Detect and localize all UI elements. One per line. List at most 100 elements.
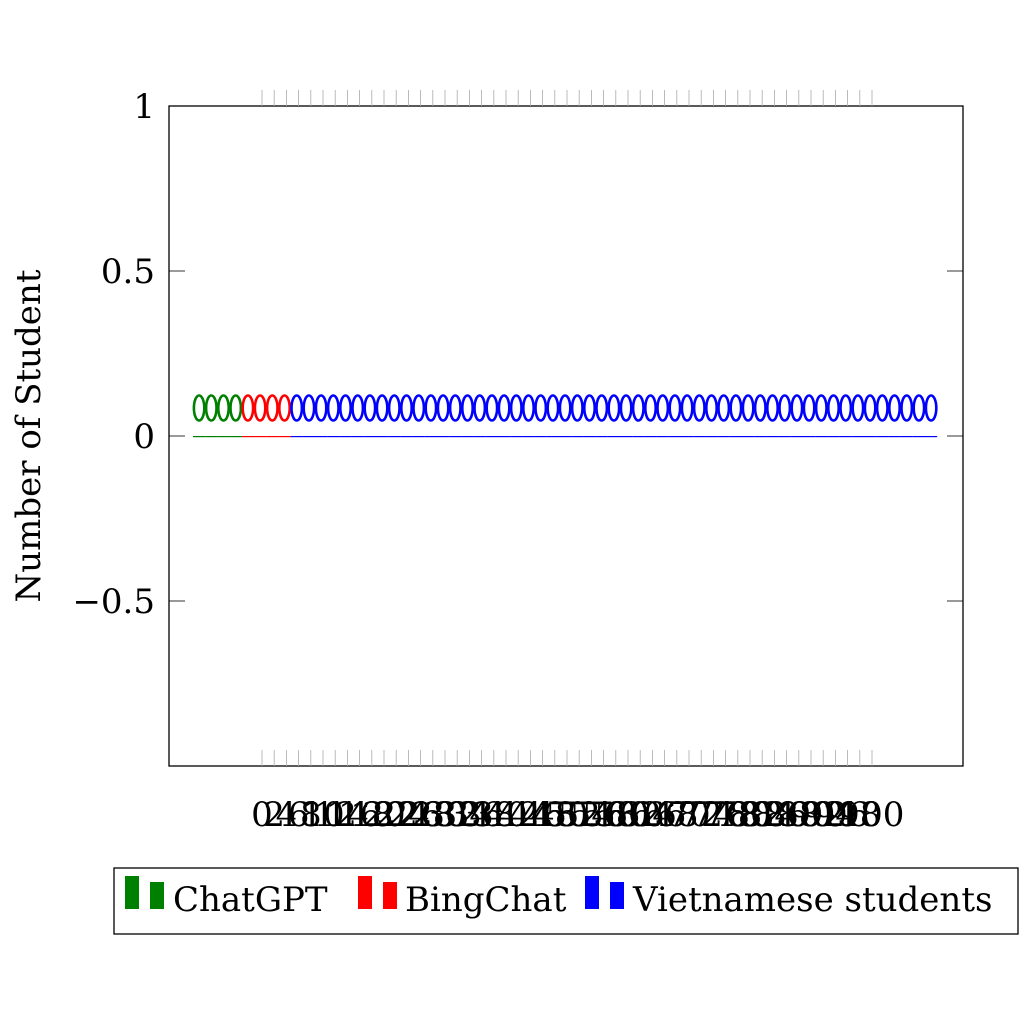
bar xyxy=(534,436,547,438)
bar xyxy=(839,436,852,438)
x-tick-label: 44 xyxy=(509,795,552,835)
bar xyxy=(266,436,279,438)
bar-value-label xyxy=(912,394,926,422)
y-axis: 1 0.5 0 −0.5 xyxy=(72,87,963,622)
bar-value-label xyxy=(802,394,816,422)
bar xyxy=(193,436,206,438)
bar-value-label xyxy=(241,394,255,422)
legend: ChatGPT BingChat Vietnamese students xyxy=(113,867,1019,935)
bar xyxy=(546,436,559,438)
bar-value-label xyxy=(692,394,706,422)
bar-value-label xyxy=(558,394,572,422)
x-tick-label: 98 xyxy=(838,795,881,835)
bar-value-label xyxy=(619,394,633,422)
legend-label-vietnamese-students: Vietnamese students xyxy=(632,880,992,920)
bar xyxy=(522,436,535,438)
x-tick-label: 32 xyxy=(436,795,479,835)
bar-value-label xyxy=(741,394,755,422)
bar-value-label xyxy=(814,394,828,422)
bar-value-label xyxy=(717,394,731,422)
x-tick-label: 60 xyxy=(606,795,649,835)
legend-swatch-bingchat xyxy=(383,882,397,909)
bar-value-label xyxy=(656,394,670,422)
bar-value-label xyxy=(217,394,231,422)
bar xyxy=(925,436,938,438)
y-tick-label: −0.5 xyxy=(72,582,155,622)
legend-entry-vietnamese-students: Vietnamese students xyxy=(585,876,992,920)
bar xyxy=(681,436,694,438)
x-tick-label: 10 xyxy=(301,795,344,835)
bar xyxy=(461,436,474,438)
bar xyxy=(302,436,315,438)
bar xyxy=(632,436,645,438)
legend-swatch-chatgpt xyxy=(150,882,164,909)
bar xyxy=(241,436,254,438)
x-axis: 0246810121416182022242628303234363840424… xyxy=(251,90,904,835)
bar xyxy=(449,436,462,438)
bar xyxy=(412,436,425,438)
y-axis-label: Number of Student xyxy=(9,269,49,602)
x-tick-label: 54 xyxy=(570,795,613,835)
bar xyxy=(254,436,267,438)
x-tick-label: 74 xyxy=(692,795,735,835)
x-tick-label: 78 xyxy=(716,795,759,835)
bar-value-label xyxy=(338,394,352,422)
bar-value-label xyxy=(924,394,938,422)
x-tick-label: 90 xyxy=(789,795,832,835)
bar-value-label xyxy=(546,394,560,422)
legend-frame xyxy=(113,867,1019,935)
x-tick-label: 20 xyxy=(362,795,405,835)
bar-value-label xyxy=(277,394,291,422)
bar xyxy=(790,436,803,438)
x-tick-label: 22 xyxy=(375,795,418,835)
legend-entry-chatgpt: ChatGPT xyxy=(125,876,328,920)
bar xyxy=(498,436,511,438)
bar-value-label xyxy=(363,394,377,422)
bar-value-label xyxy=(326,394,340,422)
bar-value-label xyxy=(351,394,365,422)
x-tick-label: 84 xyxy=(753,795,796,835)
bar xyxy=(766,436,779,438)
bar xyxy=(656,436,669,438)
x-tick-label: 42 xyxy=(497,795,540,835)
bar xyxy=(437,436,450,438)
bar-value-label xyxy=(460,394,474,422)
bar-value-label xyxy=(302,394,316,422)
bar-value-label xyxy=(826,394,840,422)
bar xyxy=(351,436,364,438)
bar xyxy=(217,436,230,438)
y-tick-label: 0.5 xyxy=(101,252,155,292)
x-tick-label: 68 xyxy=(655,795,698,835)
bar xyxy=(644,436,657,438)
legend-label-bingchat: BingChat xyxy=(405,880,567,920)
x-tick-label: 76 xyxy=(704,795,747,835)
x-tick-label: 56 xyxy=(582,795,625,835)
bar-value-label xyxy=(680,394,694,422)
y-tick-label: 1 xyxy=(133,87,155,127)
bar xyxy=(485,436,498,438)
x-tick-label: 6 xyxy=(288,795,310,835)
bar-value-label xyxy=(399,394,413,422)
bar xyxy=(339,436,352,438)
x-tick-label: 92 xyxy=(802,795,845,835)
bar-value-label xyxy=(839,394,853,422)
x-tick-label: 62 xyxy=(619,795,662,835)
bar xyxy=(888,436,901,438)
bar-value-label xyxy=(314,394,328,422)
bar xyxy=(778,436,791,438)
x-tick-label: 96 xyxy=(826,795,869,835)
bar xyxy=(717,436,730,438)
bar xyxy=(754,436,767,438)
legend-swatch-chatgpt xyxy=(125,876,139,909)
x-tick-label: 72 xyxy=(680,795,723,835)
x-tick-label: 26 xyxy=(399,795,442,835)
x-tick-label: 14 xyxy=(326,795,369,835)
x-tick-label: 88 xyxy=(777,795,820,835)
bar-value-label xyxy=(778,394,792,422)
bar xyxy=(229,436,242,438)
bar-value-label xyxy=(448,394,462,422)
bar-value-label xyxy=(253,394,267,422)
bar-value-label xyxy=(729,394,743,422)
x-tick-label: 82 xyxy=(741,795,784,835)
bar-value-label xyxy=(595,394,609,422)
